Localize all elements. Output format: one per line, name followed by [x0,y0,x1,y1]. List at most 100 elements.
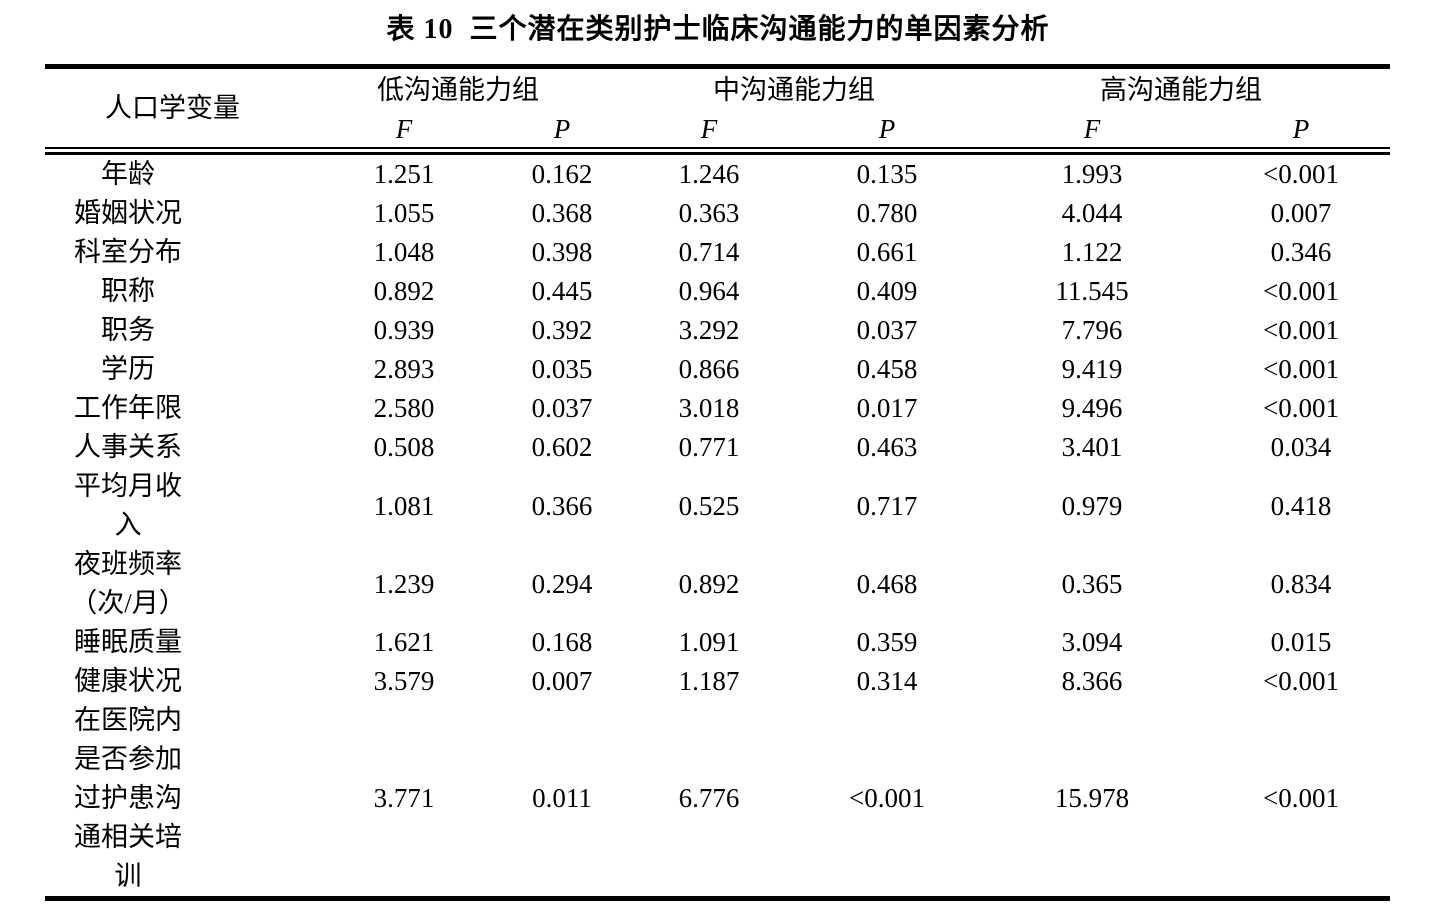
p-header-high: P [1292,114,1310,144]
cell-value: 0.135 [856,159,918,189]
variable-column-header: 人口学变量 [105,93,240,123]
cell-value: 0.034 [1270,432,1332,462]
cell-value: 0.834 [1270,568,1332,599]
cell-value: 0.717 [856,490,918,521]
cell-value: 2.580 [373,393,435,423]
table-row: 人事关系 0.508 0.602 0.771 0.463 3.401 0.034 [45,428,1390,467]
cell-value: <0.001 [1263,393,1339,423]
cell-value: 1.081 [373,490,435,521]
cell-value: 0.602 [531,432,593,462]
cell-value: 0.445 [531,276,593,306]
row-label: 健康状况 [74,666,182,696]
cell-value: 3.579 [373,666,435,696]
table-row: 在医院内 是否参加 过护患沟 通相关培 训 3.771 0.011 6.776 <0.0… [45,701,1390,899]
cell-value: <0.001 [1263,159,1339,189]
cell-value: 4.044 [1061,198,1123,228]
cell-value: 1.239 [373,568,435,599]
cell-value: <0.001 [1263,276,1339,306]
row-label: 职称 [101,276,155,306]
cell-value: 0.007 [531,666,593,696]
row-label: 平均月收 入 [74,471,182,540]
cell-value: 0.368 [531,198,593,228]
cell-value: 0.365 [1061,568,1123,599]
cell-value: 0.168 [531,627,593,657]
cell-value: 0.366 [531,490,593,521]
cell-value: 0.771 [678,432,740,462]
cell-value: 6.776 [678,783,740,813]
table-row: 年龄 1.251 0.162 1.246 0.135 1.993 <0.001 [45,155,1390,194]
table-row: 睡眠质量 1.621 0.168 1.091 0.359 3.094 0.015 [45,623,1390,662]
cell-value: 0.363 [678,198,740,228]
cell-value: 0.359 [856,627,918,657]
row-label: 在医院内 是否参加 过护患沟 通相关培 训 [74,705,182,891]
cell-value: 3.771 [373,783,435,813]
table-body: 年龄 1.251 0.162 1.246 0.135 1.993 <0.001 婚姻状况 1.0… [45,155,1390,899]
cell-value: 0.892 [373,276,435,306]
cell-value: 1.122 [1061,237,1123,267]
table-row: 夜班频率 （次/月） 1.239 0.294 0.892 0.468 0.365 0.834 [45,545,1390,623]
cell-value: 0.294 [531,568,593,599]
analysis-table: 人口学变量 低沟通能力组 中沟通能力组 高沟通能力组 F P F P F P 年… [45,64,1390,901]
cell-value: <0.001 [1263,315,1339,345]
cell-value: 0.525 [678,490,740,521]
p-header-low: P [553,114,571,144]
row-label: 职务 [101,315,155,345]
row-label: 人事关系 [74,432,182,462]
cell-value: 1.055 [373,198,435,228]
group-header-row: 人口学变量 低沟通能力组 中沟通能力组 高沟通能力组 [45,67,1390,123]
cell-value: 1.246 [678,159,740,189]
table-row: 学历 2.893 0.035 0.866 0.458 9.419 <0.001 [45,350,1390,389]
cell-value: 0.939 [373,315,435,345]
cell-value: 7.796 [1061,315,1123,345]
cell-value: 0.964 [678,276,740,306]
cell-value: 0.508 [373,432,435,462]
cell-value: 0.780 [856,198,918,228]
row-label: 学历 [101,354,155,384]
row-label: 年龄 [101,159,155,189]
table-row: 职称 0.892 0.445 0.964 0.409 11.545 <0.001 [45,272,1390,311]
cell-value: 0.661 [856,237,918,267]
cell-value: 0.892 [678,568,740,599]
cell-value: 1.048 [373,237,435,267]
cell-value: 9.496 [1061,393,1123,423]
cell-value: 0.979 [1061,490,1123,521]
cell-value: 0.866 [678,354,740,384]
cell-value: 0.007 [1270,198,1332,228]
cell-value: 3.292 [678,315,740,345]
table-row: 科室分布 1.048 0.398 0.714 0.661 1.122 0.346 [45,233,1390,272]
cell-value: 8.366 [1061,666,1123,696]
row-label: 工作年限 [74,393,182,423]
header-separator-row [45,147,1390,155]
f-header-medium: F [700,114,718,144]
cell-value: 1.187 [678,666,740,696]
cell-value: 1.251 [373,159,435,189]
cell-value: 1.621 [373,627,435,657]
cell-value: 0.714 [678,237,740,267]
cell-value: <0.001 [849,783,925,813]
group-header-low: 低沟通能力组 [377,75,539,105]
table-title: 表 10 三个潜在类别护士临床沟通能力的单因素分析 [386,14,1050,45]
cell-value: 3.018 [678,393,740,423]
header-separator-cell [45,147,1390,155]
cell-value: 2.893 [373,354,435,384]
row-label: 婚姻状况 [74,198,182,228]
cell-value: 0.035 [531,354,593,384]
cell-value: 0.314 [856,666,918,696]
table-row: 工作年限 2.580 0.037 3.018 0.017 9.496 <0.001 [45,389,1390,428]
table-row: 平均月收 入 1.081 0.366 0.525 0.717 0.979 0.418 [45,467,1390,545]
cell-value: 0.458 [856,354,918,384]
stat-header-row: F P F P F P [45,111,1390,147]
cell-value: 0.162 [531,159,593,189]
cell-value: 0.015 [1270,627,1332,657]
cell-value: <0.001 [1263,666,1339,696]
table-row: 健康状况 3.579 0.007 1.187 0.314 8.366 <0.001 [45,662,1390,701]
cell-value: 0.346 [1270,237,1332,267]
cell-value: 0.037 [856,315,918,345]
cell-value: 0.409 [856,276,918,306]
cell-value: 0.017 [856,393,918,423]
cell-value: 0.463 [856,432,918,462]
cell-value: 1.993 [1061,159,1123,189]
cell-value: 0.418 [1270,490,1332,521]
cell-value: 0.468 [856,568,918,599]
